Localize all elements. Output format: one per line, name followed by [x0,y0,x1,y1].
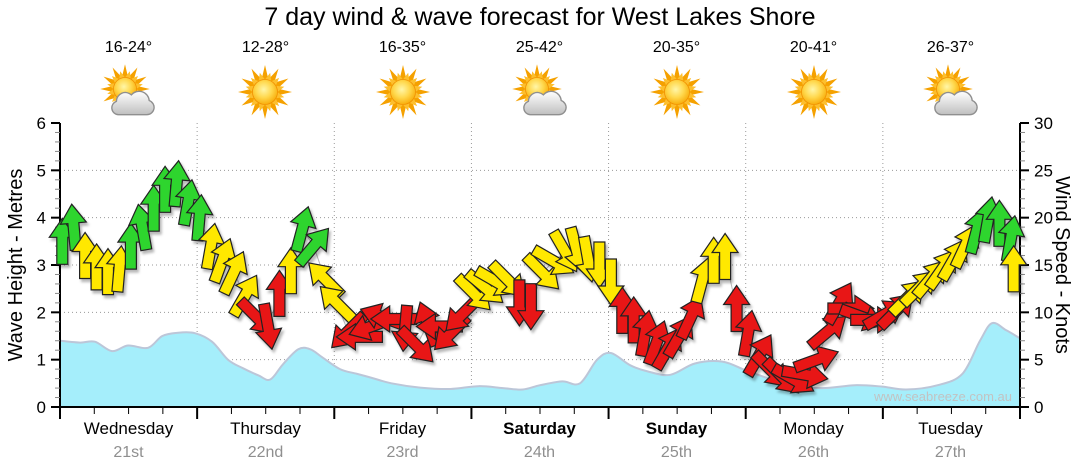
wind-arrow [734,309,763,358]
left-axis-tick-label: 3 [37,256,46,275]
cloud-shape [111,90,155,116]
right-axis-tick-label: 25 [1034,161,1053,180]
x-label-sunday: Sunday [645,419,708,438]
temp-range-sunday: 20-35° [652,39,701,56]
temp-range-monday: 20-41° [789,39,838,56]
page-title: 7 day wind & wave forecast for West Lake… [264,3,816,31]
x-date-22nd: 22nd [247,444,284,461]
left-axis-title: Wave Height - Metres [5,168,27,362]
temp-range-tuesday: 26-37° [926,39,975,56]
x-label-wednesday: Wednesday [83,419,174,438]
right-axis-tick-label: 15 [1034,256,1053,275]
left-axis-tick-label: 2 [37,303,46,322]
temp-range-friday: 16-35° [378,39,427,56]
wind-arrow [999,244,1028,293]
sun-cloud-icon [100,64,155,116]
sun-cloud-icon [512,64,567,116]
x-date-25th: 25th [660,444,693,461]
wind-arrow-group [48,159,1028,394]
right-axis-tick-label: 30 [1034,114,1053,133]
x-label-friday: Friday [378,419,427,438]
wind-arrow [710,232,740,281]
sun-icon [238,65,292,119]
left-axis-tick-label: 6 [37,114,46,133]
wind-arrows [48,159,1028,394]
x-date-23rd: 23rd [386,444,419,461]
temp-range-thursday: 12-28° [241,39,290,56]
left-axis-tick-label: 5 [37,161,46,180]
sun-disc [252,79,278,105]
temp-range-saturday: 25-42° [515,39,564,56]
wind-arrow [218,250,248,297]
wind-arrow [293,227,330,269]
wind-arrow [675,295,706,342]
cloud-shape [523,90,567,116]
axes: 0 1 2 3 4 5 6 0 5 10 15 20 25 30 [37,114,1053,419]
right-axis-tick-label: 10 [1034,303,1053,322]
x-date-27th: 27th [934,444,967,461]
cloud-shape [934,90,978,116]
x-date-24th: 24th [523,444,556,461]
wave-edge-line [59,321,1021,391]
left-axis-tick-label: 1 [37,351,46,370]
x-label-saturday: Saturday [503,419,576,438]
sun-cloud-icon [923,64,978,116]
left-axis-tick-label: 0 [37,398,46,417]
wind-arrow [185,193,214,242]
left-axis-tick-label: 4 [37,209,46,228]
right-axis-tick-label: 5 [1034,351,1043,370]
x-label-tuesday: Tuesday [918,419,983,438]
wind-arrow [254,302,283,351]
wind-arrow [722,284,751,333]
right-axis-tick-label: 20 [1034,209,1053,228]
x-date-21st: 21st [113,444,144,461]
right-axis-title: Wind Speed - Knots [1051,176,1073,354]
wind-arrow [516,283,546,331]
watermark: www.seabreeze.com.au [873,389,1012,404]
wind-arrow [228,274,260,319]
sun-disc [664,79,690,105]
sun-disc [801,79,827,105]
sun-icon [650,65,704,119]
sun-icon [376,65,430,119]
right-axis-tick-label: 0 [1034,398,1043,417]
sun-disc [390,79,416,105]
temp-range-wednesday: 16-24° [104,39,153,56]
x-label-monday: Monday [783,419,844,438]
wind-arrow [162,159,191,208]
wind-arrow [289,205,317,254]
x-date-26th: 26th [797,444,830,461]
sun-icon [787,65,841,119]
x-label-thursday: Thursday [230,419,301,438]
